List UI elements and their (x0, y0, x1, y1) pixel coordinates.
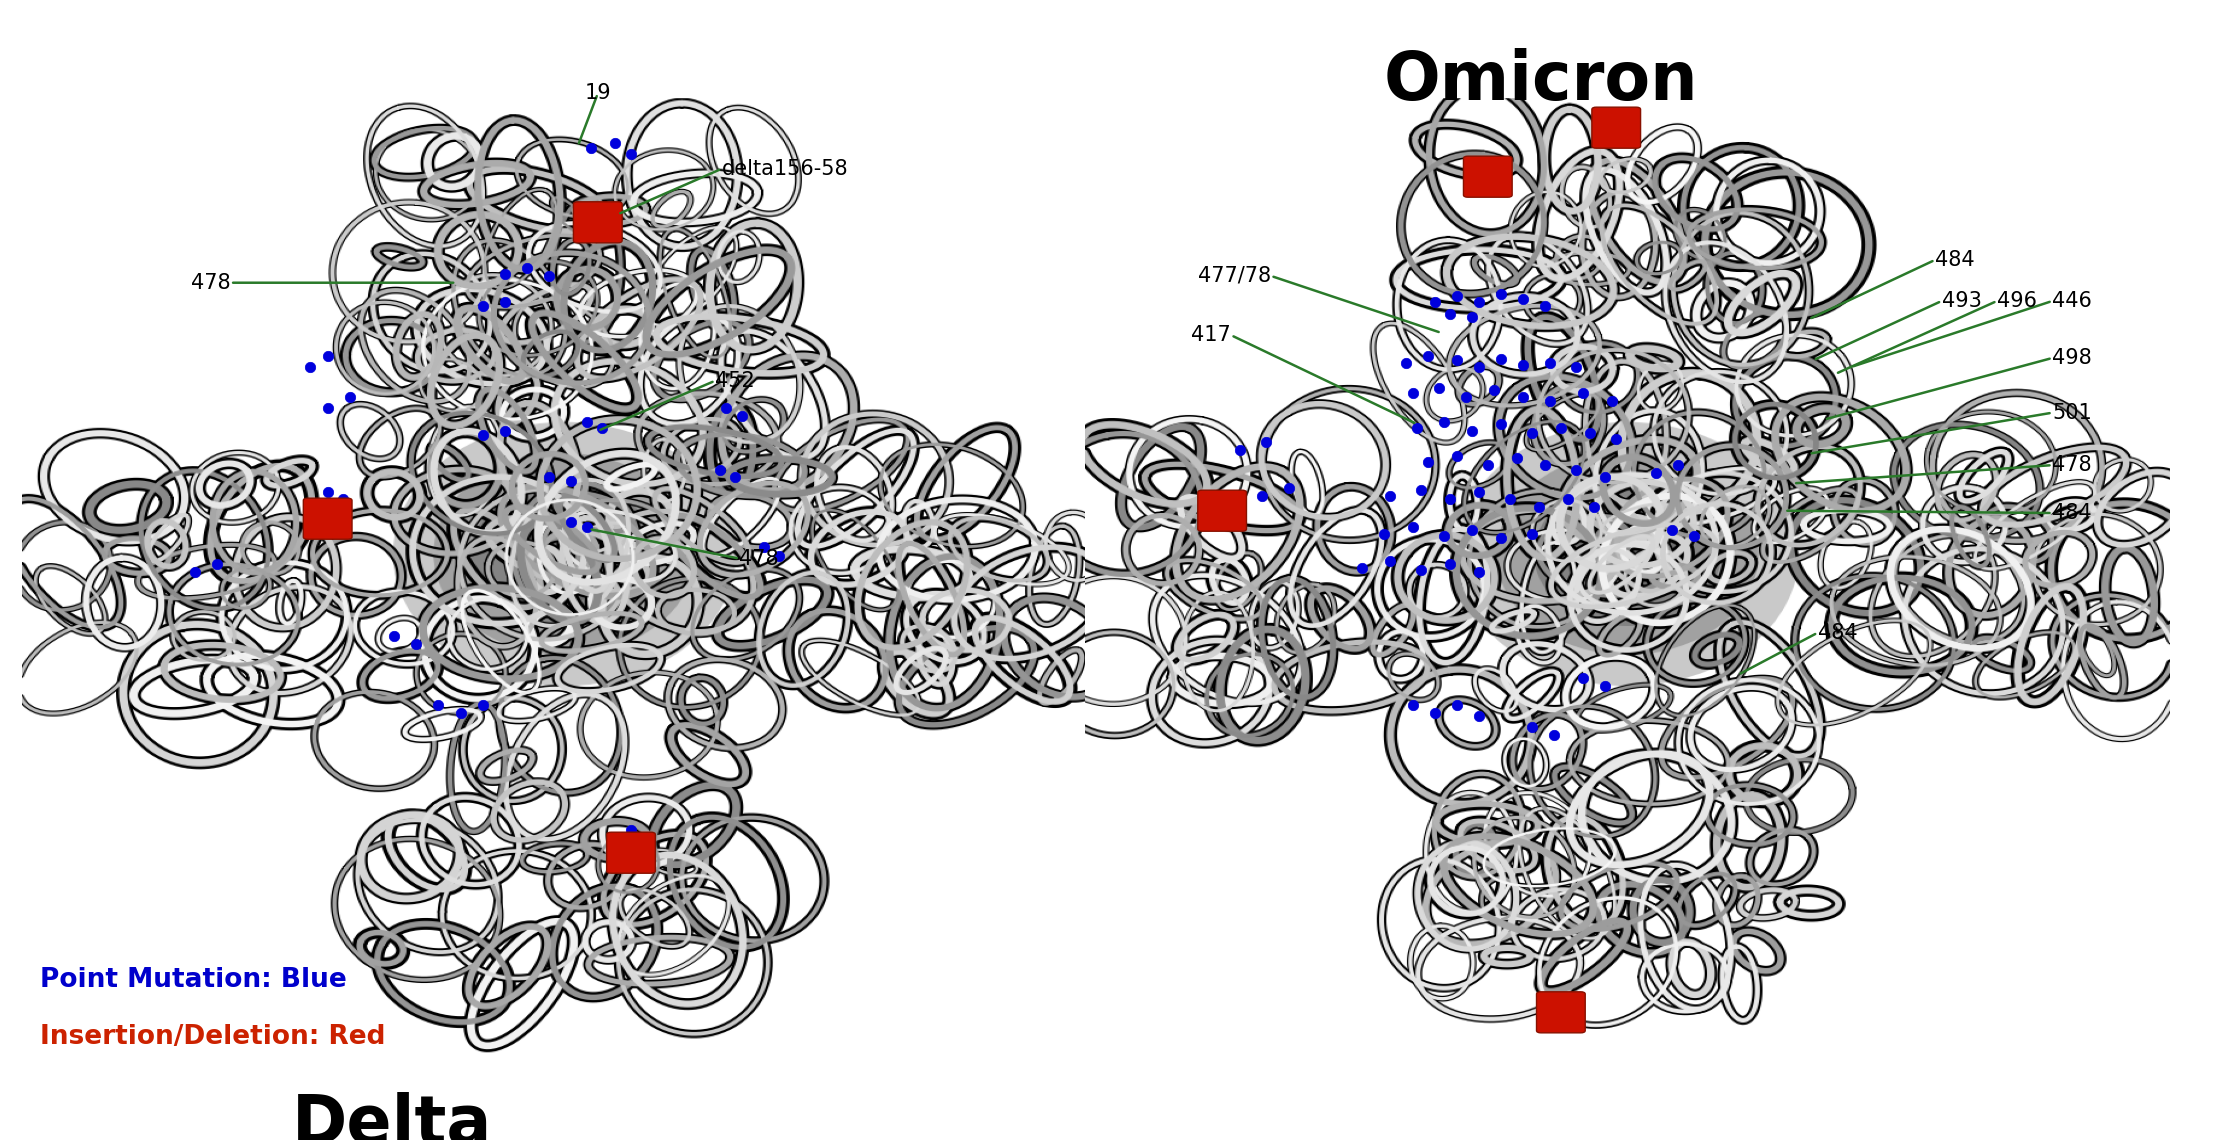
Text: delta156-58: delta156-58 (722, 158, 848, 179)
FancyBboxPatch shape (1537, 992, 1585, 1033)
Text: 496: 496 (1997, 291, 2037, 311)
Text: 493: 493 (1942, 291, 1982, 311)
FancyBboxPatch shape (303, 498, 352, 539)
Text: 417: 417 (1191, 325, 1231, 345)
FancyBboxPatch shape (573, 202, 622, 243)
Text: 477/78: 477/78 (1198, 266, 1271, 286)
FancyBboxPatch shape (1592, 107, 1641, 148)
Text: 484: 484 (1935, 250, 1975, 270)
FancyBboxPatch shape (1463, 156, 1512, 197)
Text: 452: 452 (715, 370, 755, 391)
Text: 446: 446 (2052, 291, 2092, 311)
Text: 484: 484 (2052, 503, 2092, 523)
Text: 501: 501 (2052, 402, 2092, 423)
Text: 484: 484 (1818, 622, 1858, 643)
Text: Point Mutation: Blue: Point Mutation: Blue (40, 968, 348, 993)
Text: 478: 478 (190, 272, 230, 293)
FancyBboxPatch shape (1198, 490, 1246, 531)
Text: 19: 19 (584, 83, 611, 104)
Text: Insertion/Deletion: Red: Insertion/Deletion: Red (40, 1025, 385, 1050)
Text: 478: 478 (739, 548, 779, 569)
Text: 498: 498 (2052, 348, 2092, 368)
Text: Delta: Delta (292, 1092, 494, 1140)
FancyBboxPatch shape (607, 832, 655, 873)
Text: Omicron: Omicron (1384, 48, 1698, 114)
Text: 478: 478 (2052, 455, 2092, 475)
